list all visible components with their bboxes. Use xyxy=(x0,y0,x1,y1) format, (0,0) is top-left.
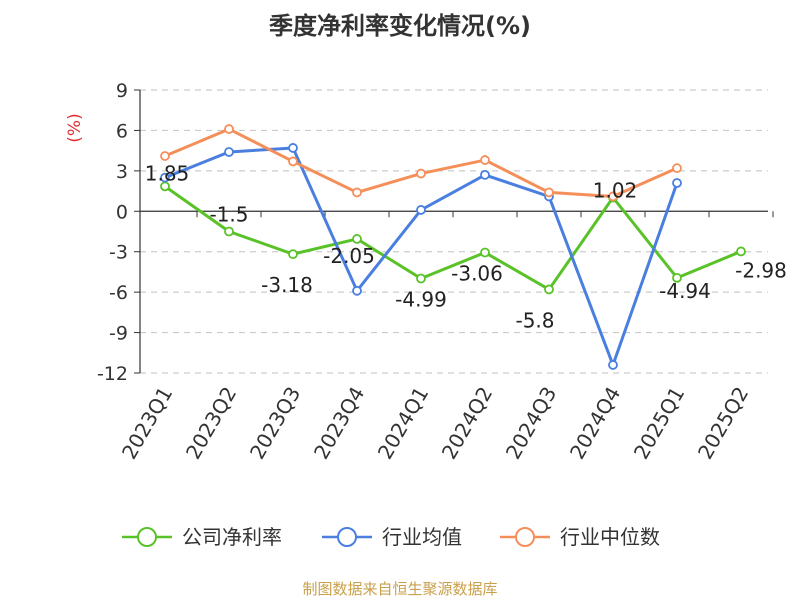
data-label: 1.02 xyxy=(593,179,638,203)
series-layer xyxy=(160,124,746,370)
data-point xyxy=(672,272,682,283)
legend-marker xyxy=(337,527,357,547)
x-tick-label: 2025Q1 xyxy=(629,383,689,464)
legend-marker xyxy=(515,527,535,547)
data-point xyxy=(608,191,618,202)
data-point xyxy=(352,234,362,244)
data-label: 1.85 xyxy=(145,161,190,185)
data-point xyxy=(480,169,490,180)
x-tick-label: 2023Q1 xyxy=(117,383,177,464)
data-point xyxy=(480,155,490,165)
y-tick-label: 3 xyxy=(116,161,128,183)
legend-item[interactable]: 公司净利率 xyxy=(122,525,282,549)
data-point xyxy=(416,205,426,215)
x-tick-label: 2024Q2 xyxy=(437,383,497,464)
data-label: -5.8 xyxy=(515,308,554,332)
y-tick-label: -9 xyxy=(109,323,128,345)
x-tick-label: 2025Q2 xyxy=(693,383,753,464)
data-point xyxy=(416,168,426,179)
x-tick-label: 2024Q4 xyxy=(565,383,625,464)
data-label: -3.06 xyxy=(451,262,503,286)
data-point xyxy=(672,163,682,174)
x-tick-label: 2024Q3 xyxy=(501,383,561,464)
y-tick-label: -12 xyxy=(97,363,128,385)
data-point xyxy=(480,247,490,258)
data-point xyxy=(288,156,298,167)
x-tick-label: 2023Q2 xyxy=(181,383,241,464)
data-point xyxy=(224,226,234,237)
y-tick-label: 9 xyxy=(116,80,128,102)
x-tick-label: 2023Q4 xyxy=(309,383,369,464)
data-label: -3.18 xyxy=(261,273,313,297)
legend-label: 行业均值 xyxy=(382,525,462,549)
data-label: -2.98 xyxy=(735,258,787,282)
data-point xyxy=(288,249,298,260)
y-tick-label: 0 xyxy=(116,201,128,223)
legend-label: 公司净利率 xyxy=(182,525,282,549)
data-point xyxy=(736,246,746,257)
data-point xyxy=(416,273,426,284)
data-point xyxy=(160,172,170,183)
y-tick-label: -6 xyxy=(109,282,128,304)
chart-title: 季度净利率变化情况(%) xyxy=(269,12,531,40)
legend-item[interactable]: 行业中位数 xyxy=(500,525,660,549)
legend-item[interactable]: 行业均值 xyxy=(322,525,462,549)
data-point xyxy=(224,124,234,134)
data-point xyxy=(160,151,170,161)
data-point xyxy=(672,178,682,188)
y-axis-label: (%) xyxy=(65,113,85,142)
data-label: -4.94 xyxy=(659,279,711,303)
data-point xyxy=(288,143,298,153)
x-tick-label: 2024Q1 xyxy=(373,383,433,464)
data-point xyxy=(352,187,362,198)
source-footer: 制图数据来自恒生聚源数据库 xyxy=(302,580,498,598)
legend[interactable]: 公司净利率 行业均值 行业中位数 xyxy=(122,525,660,549)
series-line xyxy=(164,185,742,291)
data-label: -1.5 xyxy=(209,203,248,227)
data-label: -2.05 xyxy=(323,244,375,268)
data-point xyxy=(224,147,234,157)
data-label: -4.99 xyxy=(395,288,447,312)
y-tick-label: -3 xyxy=(109,242,128,264)
y-tick-label: 6 xyxy=(116,120,128,142)
legend-label: 行业中位数 xyxy=(560,525,660,549)
data-point xyxy=(608,360,618,370)
data-point xyxy=(352,285,362,296)
legend-marker xyxy=(137,527,157,547)
x-tick-label: 2023Q3 xyxy=(245,383,305,464)
data-point xyxy=(544,284,554,295)
data-point xyxy=(544,187,554,198)
label-layer: 1.85 -1.5 -3.18 -2.05 -4.99-3.06 -5.8 1.02 -4.9… xyxy=(145,161,787,332)
grid-layer xyxy=(140,89,768,374)
